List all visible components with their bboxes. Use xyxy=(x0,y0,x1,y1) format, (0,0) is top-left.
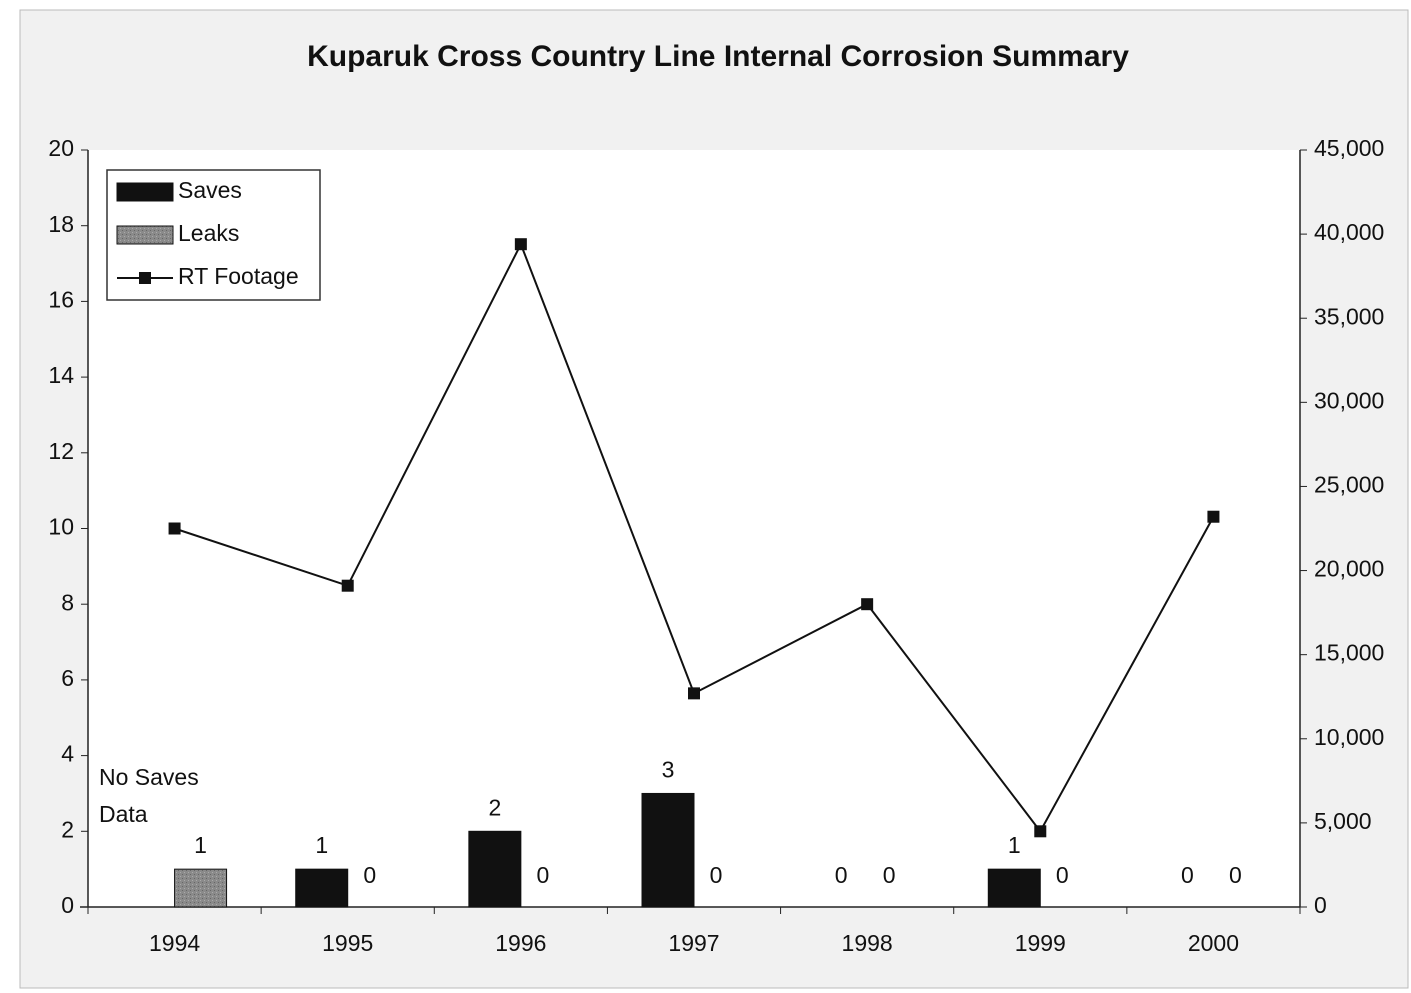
data-label: 0 xyxy=(710,862,723,888)
x-tick-label: 1996 xyxy=(495,930,546,956)
y-tick-label: 8 xyxy=(61,589,74,615)
y2-tick-label: 5,000 xyxy=(1314,808,1372,834)
legend-label: Saves xyxy=(178,177,242,203)
x-tick-label: 1999 xyxy=(1015,930,1066,956)
legend-label: RT Footage xyxy=(178,263,299,289)
data-label: 3 xyxy=(662,757,675,783)
y-tick-label: 12 xyxy=(48,438,74,464)
y-tick-label: 20 xyxy=(48,135,74,161)
y2-tick-label: 20,000 xyxy=(1314,556,1384,582)
legend-label: Leaks xyxy=(178,220,239,246)
legend-swatch xyxy=(116,225,174,245)
line-marker xyxy=(341,579,354,592)
bar xyxy=(641,792,695,908)
y2-tick-label: 15,000 xyxy=(1314,640,1384,666)
data-label: 0 xyxy=(835,862,848,888)
line-marker xyxy=(1207,510,1220,523)
data-label: 0 xyxy=(1229,862,1242,888)
y2-tick-label: 35,000 xyxy=(1314,303,1384,329)
data-label: 0 xyxy=(363,862,376,888)
bar xyxy=(987,868,1041,908)
x-tick-label: 2000 xyxy=(1188,930,1239,956)
x-tick-label: 1997 xyxy=(668,930,719,956)
y2-tick-label: 10,000 xyxy=(1314,724,1384,750)
data-label: 0 xyxy=(536,862,549,888)
legend-swatch xyxy=(116,182,174,202)
y2-tick-label: 45,000 xyxy=(1314,135,1384,161)
y2-tick-label: 40,000 xyxy=(1314,219,1384,245)
legend-marker xyxy=(139,272,151,284)
y2-tick-label: 25,000 xyxy=(1314,472,1384,498)
data-label: 0 xyxy=(883,862,896,888)
x-tick-label: 1995 xyxy=(322,930,373,956)
data-label: 1 xyxy=(1008,832,1021,858)
data-label: 0 xyxy=(1056,862,1069,888)
y-tick-label: 16 xyxy=(48,286,74,312)
x-tick-label: 1994 xyxy=(149,930,200,956)
y-tick-label: 10 xyxy=(48,514,74,540)
y2-tick-label: 0 xyxy=(1314,892,1327,918)
data-label: 1 xyxy=(315,832,328,858)
bar xyxy=(468,830,522,908)
bar xyxy=(174,868,228,908)
annotation: Data xyxy=(99,801,148,827)
data-label: 2 xyxy=(488,794,501,820)
line-marker xyxy=(168,522,181,535)
line-marker xyxy=(688,687,700,700)
y-tick-label: 18 xyxy=(48,211,74,237)
y-tick-label: 6 xyxy=(61,665,74,691)
bar xyxy=(295,868,349,908)
y-tick-label: 4 xyxy=(61,741,74,767)
annotation: No Saves xyxy=(99,764,199,790)
data-label: 1 xyxy=(194,832,207,858)
line-marker xyxy=(1034,825,1047,838)
x-tick-label: 1998 xyxy=(842,930,893,956)
y-tick-label: 0 xyxy=(61,892,74,918)
y-tick-label: 14 xyxy=(48,362,74,388)
y2-tick-label: 30,000 xyxy=(1314,387,1384,413)
line-marker xyxy=(514,238,527,251)
chart-title: Kuparuk Cross Country Line Internal Corr… xyxy=(307,40,1129,73)
y-tick-label: 2 xyxy=(61,816,74,842)
data-label: 0 xyxy=(1181,862,1194,888)
line-marker xyxy=(861,598,874,611)
